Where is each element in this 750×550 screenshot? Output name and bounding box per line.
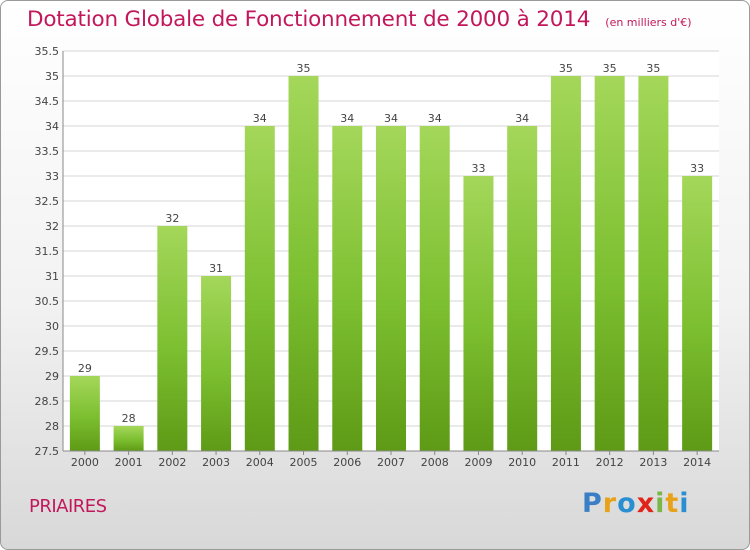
y-tick-label: 33: [45, 170, 59, 183]
x-tick-label: 2011: [552, 456, 580, 469]
bar: [69, 376, 100, 451]
chart-title-block: Dotation Globale de Fonctionnement de 20…: [27, 7, 692, 32]
y-tick-label: 30.5: [35, 295, 60, 308]
data-label: 33: [690, 162, 704, 175]
bar: [244, 126, 275, 451]
data-label: 34: [428, 112, 442, 125]
bar: [332, 126, 363, 451]
data-label: 32: [165, 212, 179, 225]
y-tick-label: 35.5: [35, 45, 60, 58]
bar: [594, 76, 625, 451]
bar: [288, 76, 319, 451]
data-label: 35: [297, 62, 311, 75]
x-tick-label: 2003: [202, 456, 230, 469]
bar: [507, 126, 538, 451]
y-tick-label: 30: [45, 320, 59, 333]
proxiti-logo: Proxiti: [582, 488, 690, 519]
bar: [113, 426, 144, 451]
x-tick-label: 2001: [115, 456, 143, 469]
data-label: 28: [122, 412, 136, 425]
chart-subtitle: (en milliers d'€): [605, 16, 692, 29]
data-label: 29: [78, 362, 92, 375]
bar: [682, 176, 713, 451]
data-label: 34: [384, 112, 398, 125]
y-tick-label: 31: [45, 270, 59, 283]
y-tick-label: 29.5: [35, 345, 60, 358]
y-tick-label: 35: [45, 70, 59, 83]
y-tick-label: 29: [45, 370, 59, 383]
y-tick-label: 34.5: [35, 95, 60, 108]
y-tick-label: 32: [45, 220, 59, 233]
x-tick-label: 2004: [246, 456, 274, 469]
chart-title: Dotation Globale de Fonctionnement de 20…: [27, 7, 591, 32]
y-tick-label: 32.5: [35, 195, 60, 208]
data-label: 34: [253, 112, 267, 125]
y-tick-label: 28.5: [35, 395, 60, 408]
data-label: 35: [646, 62, 660, 75]
data-label: 34: [340, 112, 354, 125]
x-tick-label: 2014: [683, 456, 711, 469]
x-tick-label: 2013: [639, 456, 667, 469]
bar: [638, 76, 669, 451]
y-tick-label: 33.5: [35, 145, 60, 158]
bar: [463, 176, 494, 451]
data-label: 31: [209, 262, 223, 275]
bar: [201, 276, 232, 451]
data-label: 35: [603, 62, 617, 75]
x-tick-label: 2000: [71, 456, 99, 469]
y-tick-label: 27.5: [35, 445, 60, 458]
data-label: 35: [559, 62, 573, 75]
commune-name: PRIAIRES: [29, 496, 107, 517]
x-tick-label: 2008: [421, 456, 449, 469]
data-label: 34: [515, 112, 529, 125]
x-tick-label: 2007: [377, 456, 405, 469]
x-tick-label: 2012: [596, 456, 624, 469]
x-tick-label: 2006: [333, 456, 361, 469]
y-tick-label: 34: [45, 120, 59, 133]
y-tick-label: 31.5: [35, 245, 60, 258]
bar: [550, 76, 581, 451]
x-tick-label: 2002: [158, 456, 186, 469]
data-label: 33: [471, 162, 485, 175]
bar: [157, 226, 188, 451]
bar: [419, 126, 450, 451]
x-tick-label: 2009: [464, 456, 492, 469]
x-tick-label: 2005: [290, 456, 318, 469]
y-tick-label: 28: [45, 420, 59, 433]
bar: [376, 126, 406, 451]
x-tick-label: 2010: [508, 456, 536, 469]
